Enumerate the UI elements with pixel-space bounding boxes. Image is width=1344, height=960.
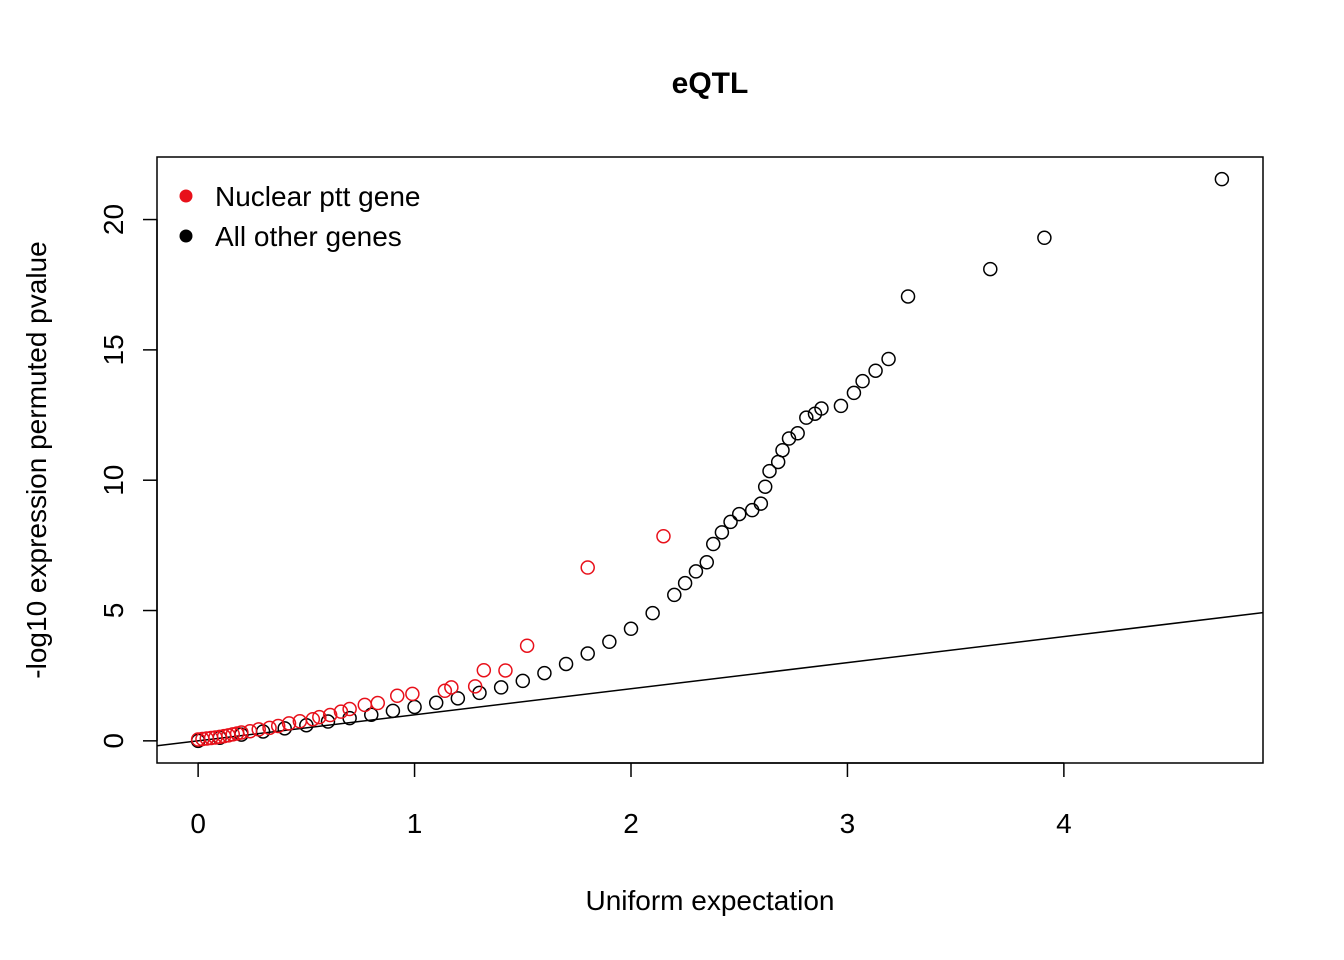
point-all-other-genes-10 bbox=[407, 699, 422, 715]
point-all-other-genes-40 bbox=[814, 401, 829, 416]
point-all-other-genes-8 bbox=[364, 707, 379, 723]
point-all-other-genes-49 bbox=[1214, 171, 1230, 187]
y-axis: 0 5 10 15 20 bbox=[98, 204, 158, 749]
y-tick-label-0: 0 bbox=[98, 733, 129, 749]
point-all-other-genes-48 bbox=[1037, 230, 1052, 246]
point-nuclear-ptt-gene-30 bbox=[498, 663, 513, 678]
point-all-other-genes-26 bbox=[705, 536, 721, 552]
point-nuclear-ptt-gene-31 bbox=[519, 638, 535, 653]
point-nuclear-ptt-gene-19 bbox=[322, 707, 338, 723]
x-tick-label-1: 1 bbox=[407, 808, 423, 839]
point-all-other-genes-47 bbox=[983, 261, 998, 277]
chart-title: eQTL bbox=[672, 67, 749, 100]
point-all-other-genes-44 bbox=[868, 363, 883, 378]
point-all-other-genes-23 bbox=[677, 575, 693, 591]
point-all-other-genes-4 bbox=[277, 721, 292, 736]
point-all-other-genes-6 bbox=[320, 714, 336, 729]
y-axis-label: -log10 expression permuted pvalue bbox=[21, 241, 52, 678]
point-all-other-genes-35 bbox=[775, 442, 790, 458]
point-all-other-genes-19 bbox=[602, 634, 617, 650]
point-all-other-genes-17 bbox=[558, 656, 574, 672]
point-nuclear-ptt-gene-28 bbox=[467, 679, 483, 694]
point-all-other-genes-36 bbox=[781, 431, 797, 446]
point-all-other-genes-31 bbox=[753, 496, 769, 511]
point-all-other-genes-33 bbox=[762, 463, 777, 479]
x-tick-label-0: 0 bbox=[190, 808, 206, 839]
point-all-other-genes-37 bbox=[790, 426, 805, 441]
point-all-other-genes-11 bbox=[428, 695, 444, 711]
legend: Nuclear ptt gene All other genes bbox=[179, 181, 420, 252]
point-all-other-genes-32 bbox=[757, 479, 773, 494]
point-nuclear-ptt-gene-18 bbox=[312, 709, 327, 725]
x-tick-label-4: 4 bbox=[1056, 808, 1072, 839]
point-nuclear-ptt-gene-29 bbox=[476, 662, 492, 678]
y-tick-label-5: 5 bbox=[98, 603, 129, 619]
point-all-other-genes-38 bbox=[799, 410, 814, 425]
point-all-other-genes-45 bbox=[881, 351, 896, 367]
point-nuclear-ptt-gene-20 bbox=[333, 704, 349, 719]
point-nuclear-ptt-gene-32 bbox=[580, 560, 595, 575]
point-nuclear-ptt-gene-12 bbox=[251, 722, 266, 737]
point-nuclear-ptt-gene-21 bbox=[342, 701, 357, 717]
point-nuclear-ptt-gene-24 bbox=[389, 688, 405, 704]
y-tick-label-20: 20 bbox=[98, 204, 129, 235]
point-nuclear-ptt-gene-17 bbox=[305, 711, 321, 727]
point-all-other-genes-21 bbox=[645, 605, 660, 621]
reference-line-group bbox=[156, 611, 1264, 747]
legend-label-nuclear-ptt: Nuclear ptt gene bbox=[215, 181, 420, 212]
point-nuclear-ptt-gene-23 bbox=[370, 695, 386, 711]
point-all-other-genes-25 bbox=[699, 555, 715, 570]
point-all-other-genes-27 bbox=[714, 525, 730, 540]
legend-marker-all-other bbox=[179, 229, 193, 243]
legend-marker-nuclear-ptt bbox=[179, 189, 193, 203]
point-all-other-genes-9 bbox=[385, 703, 401, 719]
point-all-other-genes-16 bbox=[537, 665, 552, 681]
data-points bbox=[190, 171, 1230, 749]
point-all-other-genes-15 bbox=[515, 673, 531, 689]
x-axis-label: Uniform expectation bbox=[585, 885, 834, 916]
point-all-other-genes-14 bbox=[493, 680, 509, 695]
point-nuclear-ptt-gene-15 bbox=[281, 716, 297, 731]
point-all-other-genes-20 bbox=[623, 621, 639, 637]
x-axis: 0 1 2 3 4 bbox=[190, 762, 1072, 839]
point-all-other-genes-12 bbox=[450, 691, 466, 706]
point-nuclear-ptt-gene-22 bbox=[357, 697, 373, 713]
point-nuclear-ptt-gene-10 bbox=[234, 725, 249, 740]
x-tick-label-2: 2 bbox=[623, 808, 639, 839]
point-all-other-genes-18 bbox=[580, 646, 595, 661]
point-nuclear-ptt-gene-13 bbox=[262, 720, 277, 736]
point-all-other-genes-30 bbox=[744, 502, 760, 518]
point-all-other-genes-43 bbox=[855, 373, 870, 389]
reference-line bbox=[156, 611, 1264, 747]
legend-label-all-other: All other genes bbox=[215, 221, 402, 252]
point-all-other-genes-22 bbox=[667, 587, 682, 603]
point-nuclear-ptt-gene-27 bbox=[444, 680, 459, 695]
x-tick-label-3: 3 bbox=[840, 808, 856, 839]
point-all-other-genes-41 bbox=[833, 398, 849, 414]
point-all-other-genes-29 bbox=[731, 506, 747, 522]
point-nuclear-ptt-gene-11 bbox=[242, 723, 258, 739]
point-all-other-genes-42 bbox=[846, 385, 862, 401]
point-all-other-genes-46 bbox=[900, 289, 916, 304]
point-nuclear-ptt-gene-14 bbox=[270, 718, 286, 734]
y-tick-label-10: 10 bbox=[98, 465, 129, 496]
point-nuclear-ptt-gene-25 bbox=[405, 686, 420, 702]
y-tick-label-15: 15 bbox=[98, 334, 129, 365]
point-all-other-genes-24 bbox=[688, 564, 704, 579]
point-all-other-genes-28 bbox=[723, 514, 738, 530]
point-nuclear-ptt-gene-33 bbox=[656, 528, 671, 544]
